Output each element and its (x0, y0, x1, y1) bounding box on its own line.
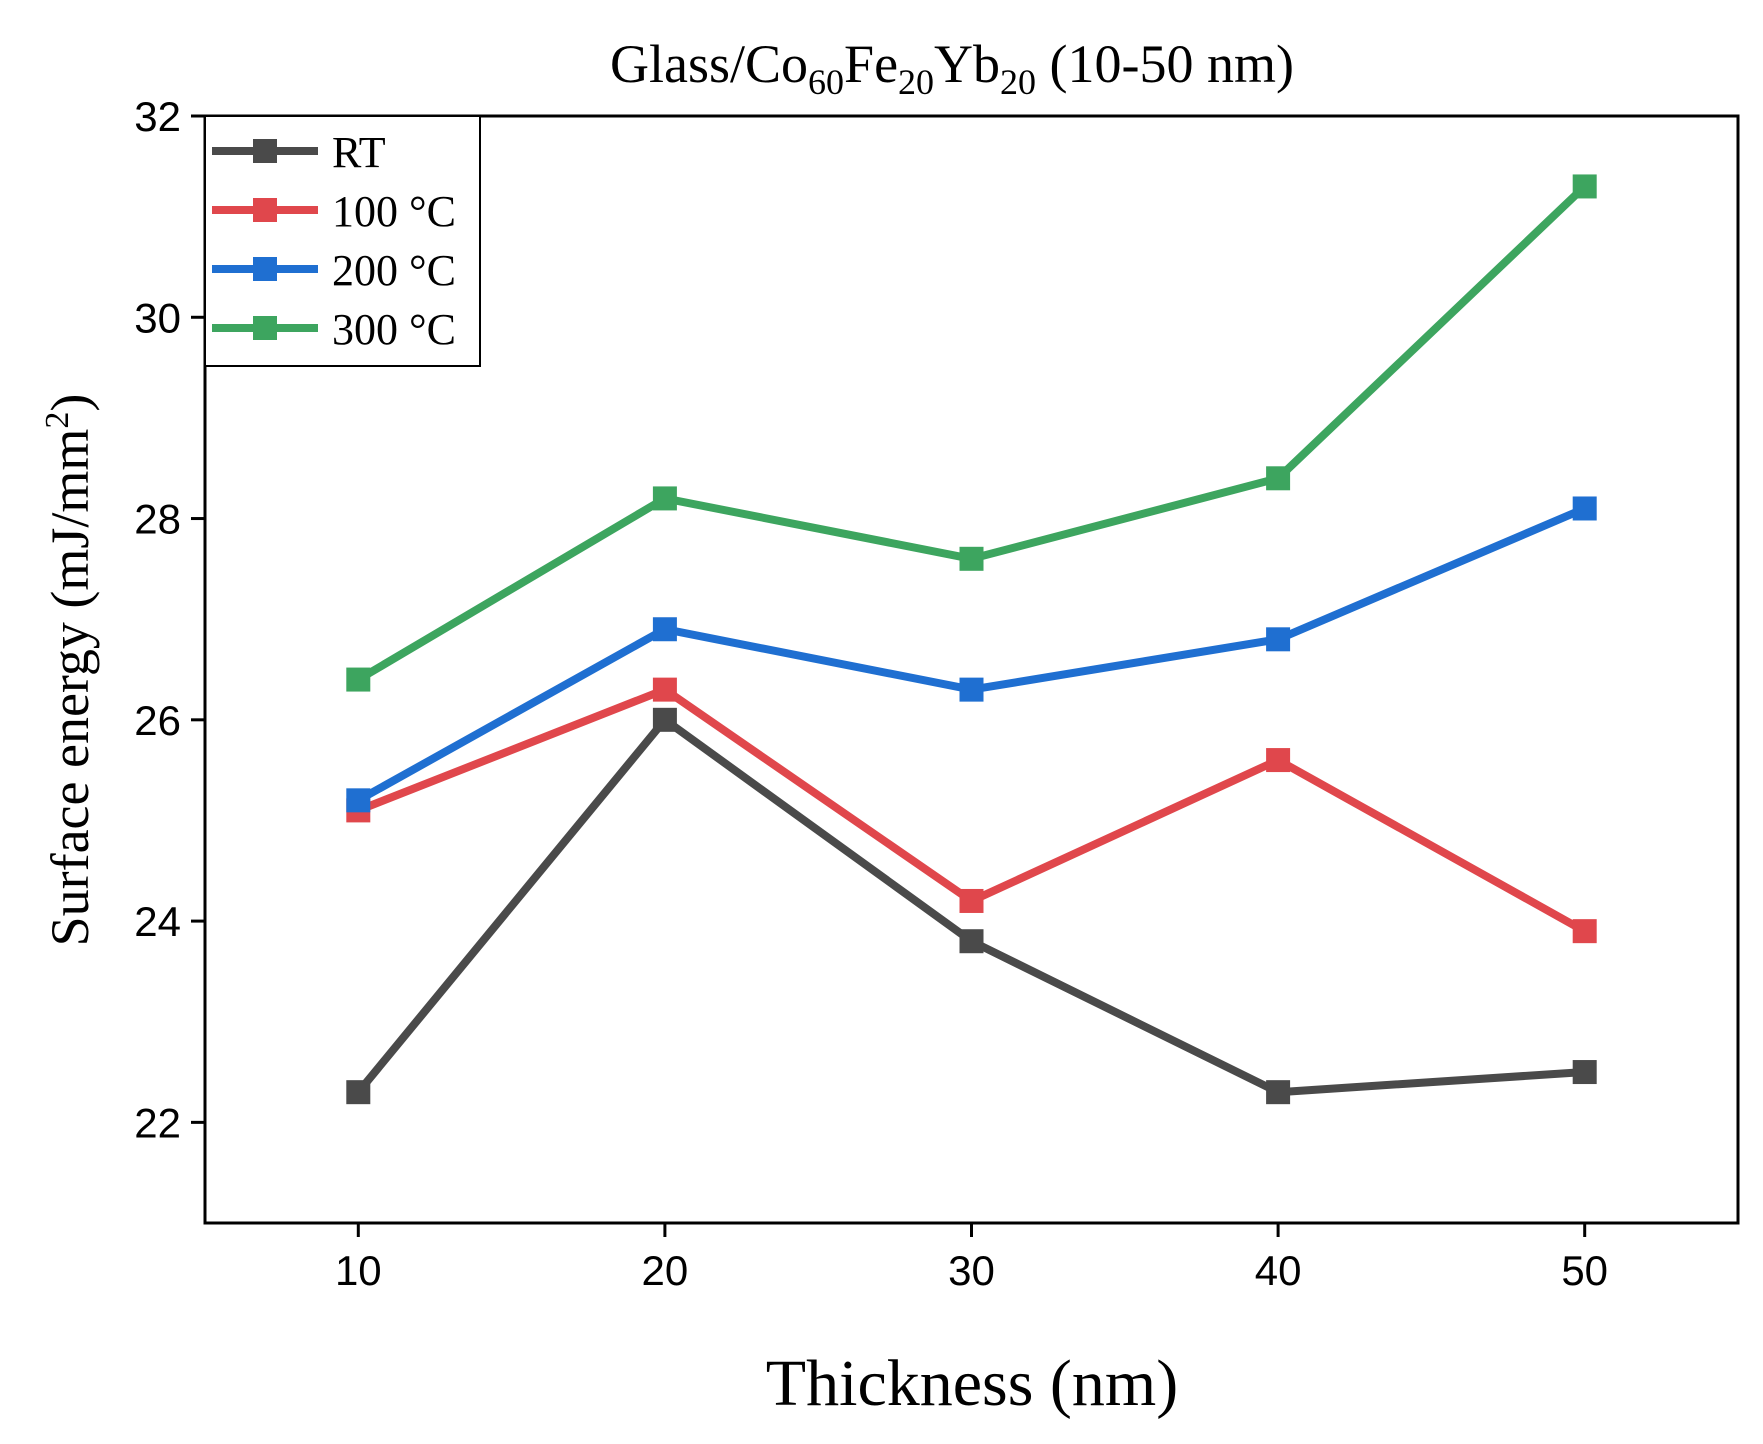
data-point-300-c (1266, 466, 1291, 491)
legend-label-100-c: 100 °C (332, 187, 456, 236)
legend-label-rt: RT (332, 128, 386, 177)
title-fe: Fe (844, 34, 898, 94)
data-point-100-c (1572, 919, 1597, 944)
data-point-rt (1572, 1060, 1597, 1085)
title-sub-60: 60 (808, 62, 844, 102)
title-prefix: Glass/Co (610, 34, 808, 94)
y-tick-label: 26 (134, 697, 181, 744)
y-tick-label: 22 (134, 1099, 181, 1146)
data-point-rt (652, 707, 677, 732)
legend-marker-300-c (253, 316, 277, 340)
legend-marker-200-c (253, 257, 277, 281)
y-tick-label: 32 (134, 93, 181, 140)
y-axis-ticks: 22 24 26 28 30 32 (134, 93, 205, 1146)
y-axis-label-close: ) (40, 394, 100, 412)
y-tick-label: 24 (134, 898, 181, 945)
data-point-200-c (346, 788, 371, 813)
data-point-200-c (652, 617, 677, 642)
data-point-rt (1266, 1080, 1291, 1105)
data-point-100-c (959, 888, 984, 913)
x-axis-ticks: 10 20 30 40 50 (335, 1223, 1608, 1294)
y-tick-label: 28 (134, 496, 181, 543)
y-tick-label: 30 (134, 294, 181, 341)
plot-frame (203, 114, 1740, 1225)
title-sub-20a: 20 (898, 62, 934, 102)
x-tick-label: 50 (1561, 1247, 1608, 1294)
data-point-200-c (1266, 627, 1291, 652)
x-tick-label: 40 (1255, 1247, 1302, 1294)
data-point-300-c (959, 546, 984, 571)
y-axis-label: Surface energy (mJ/mm2) (39, 394, 100, 947)
title-sub-20b: 20 (1000, 62, 1036, 102)
data-point-300-c (346, 667, 371, 692)
data-point-300-c (652, 486, 677, 511)
legend-label-200-c: 200 °C (332, 246, 456, 295)
series-points (346, 174, 1597, 1105)
legend-marker-rt (253, 139, 277, 163)
data-point-200-c (1572, 496, 1597, 521)
data-point-rt (959, 929, 984, 954)
x-tick-label: 30 (948, 1247, 995, 1294)
data-point-200-c (959, 677, 984, 702)
legend-items: RT 100 °C 200 °C 300 °C (212, 128, 456, 354)
data-point-rt (346, 1080, 371, 1105)
y-axis-label-main: Surface energy (mJ/mm (40, 429, 100, 947)
y-axis-label-sup: 2 (39, 412, 76, 429)
x-tick-label: 20 (642, 1247, 689, 1294)
data-point-300-c (1572, 174, 1597, 199)
data-point-100-c (1266, 748, 1291, 773)
chart-title: Glass/Co60Fe20Yb20 (10-50 nm) (610, 34, 1294, 102)
title-suffix: (10-50 nm) (1036, 34, 1294, 94)
legend: RT 100 °C 200 °C 300 °C (204, 115, 481, 367)
title-yb: Yb (934, 34, 1000, 94)
data-point-100-c (652, 677, 677, 702)
legend-marker-100-c (253, 198, 277, 222)
x-axis-label: Thickness (nm) (766, 1347, 1178, 1420)
legend-label-300-c: 300 °C (332, 305, 456, 354)
x-tick-label: 10 (335, 1247, 382, 1294)
